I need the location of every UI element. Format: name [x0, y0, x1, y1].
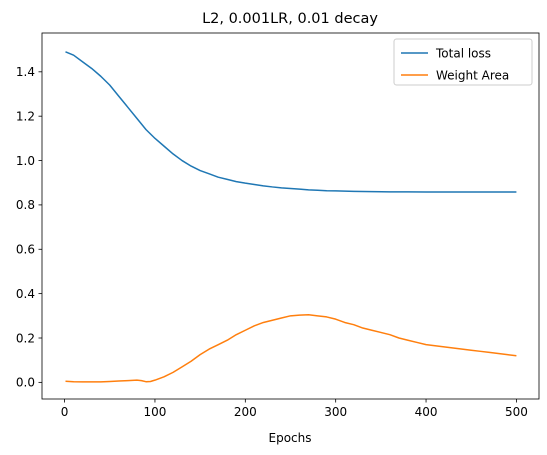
- x-tick-label: 400: [415, 405, 438, 419]
- chart-title: L2, 0.001LR, 0.01 decay: [202, 11, 378, 27]
- y-tick-label: 1.2: [16, 109, 35, 123]
- y-tick-label: 0.6: [16, 243, 35, 257]
- y-tick-label: 1.4: [16, 65, 35, 79]
- legend-label: Weight Area: [436, 69, 509, 83]
- x-tick-label: 500: [505, 405, 528, 419]
- x-tick-label: 200: [234, 405, 257, 419]
- x-tick-label: 300: [324, 405, 347, 419]
- series-line-0: [65, 51, 517, 193]
- y-tick-label: 1.0: [16, 154, 35, 168]
- y-tick-label: 0.4: [16, 287, 35, 301]
- series-line-1: [65, 313, 517, 383]
- plot-frame: [41, 32, 540, 400]
- x-tick-label: 0: [61, 405, 69, 419]
- ticks-layer: 0 100 200 300 400 500 0.0 0.2 0.4 0.6 0.8 1.0 1.2 1.4: [16, 65, 528, 419]
- legend: Total loss Weight Area: [393, 38, 533, 86]
- y-tick-label: 0.8: [16, 198, 35, 212]
- x-axis-label: Epochs: [269, 431, 312, 445]
- y-tick-label: 0.0: [16, 376, 35, 390]
- legend-label: Total loss: [435, 47, 491, 61]
- y-tick-label: 0.2: [16, 331, 35, 345]
- x-tick-label: 100: [144, 405, 167, 419]
- legend-box: [393, 38, 533, 86]
- series-layer: [65, 51, 517, 383]
